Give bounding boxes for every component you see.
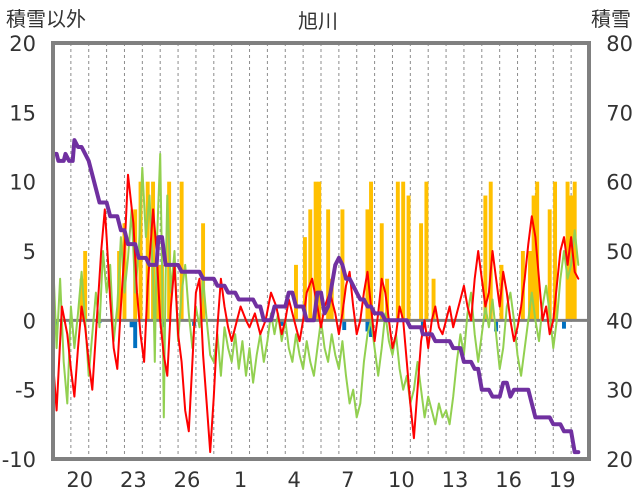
sunshine-bar: [419, 223, 424, 321]
sunshine-bar: [431, 278, 436, 321]
sunshine-bar: [79, 278, 84, 321]
left-y-tick-label: 10: [9, 171, 36, 195]
precip-bar: [342, 320, 347, 331]
sunshine-bar: [145, 181, 150, 321]
sunshine-bar: [531, 195, 536, 321]
sunshine-bar: [294, 264, 298, 321]
x-tick-label: 1: [234, 468, 247, 492]
x-tick-label: 26: [174, 468, 201, 492]
sunshine-bar: [488, 181, 493, 321]
sunshine-bar: [83, 251, 88, 321]
sunshine-bar: [151, 181, 156, 321]
right-y-tick-labels: 20 30 40 50 60 70 80: [606, 32, 633, 472]
precip-bar: [133, 320, 138, 349]
left-y-tick-label: 20: [9, 32, 36, 56]
sunshine-bar: [379, 223, 384, 321]
right-y-tick-label: 50: [606, 240, 633, 264]
right-y-tick-label: 40: [606, 309, 633, 333]
precip-bar: [365, 320, 370, 332]
sunshine-bar: [308, 209, 313, 321]
sunshine-bar: [553, 181, 558, 321]
sunshine-bar: [365, 209, 370, 321]
precip-bar: [279, 320, 284, 326]
sunshine-bar: [313, 181, 318, 321]
plot-frame: [51, 41, 591, 461]
x-tick-label: 10: [388, 468, 415, 492]
right-y-tick-label: 60: [606, 171, 633, 195]
precip-bar: [161, 320, 166, 328]
sunshine-bar: [401, 181, 406, 321]
snow-depth-line: [51, 138, 581, 455]
x-tick-label: 13: [442, 468, 469, 492]
sunshine-bar: [138, 181, 143, 321]
left-y-tick-labels: -10 -5 0 5 10 15 20: [2, 32, 36, 472]
left-y-tick-label: 15: [9, 101, 36, 125]
sunshine-bar: [326, 209, 331, 321]
left-y-tick-label: 0: [23, 309, 36, 333]
sunshine-bar: [528, 251, 533, 321]
green-series-line: [52, 152, 580, 426]
sunshine-bar: [572, 181, 577, 321]
right-y-tick-label: 70: [606, 101, 633, 125]
series-lines: [51, 138, 581, 455]
sunshine-bar: [424, 181, 429, 321]
x-tick-label: 16: [495, 468, 522, 492]
sunshine-bar: [395, 181, 400, 321]
left-y-tick-label: -5: [15, 379, 36, 403]
right-y-tick-label: 80: [606, 32, 633, 56]
x-tick-label: 7: [341, 468, 354, 492]
precip-bar: [129, 320, 134, 328]
sunshine-bar: [179, 181, 184, 321]
sunshine-bar: [406, 195, 411, 321]
sunshine-bar: [201, 223, 206, 321]
left-axis-label: 積雪以外: [6, 7, 86, 31]
left-y-tick-label: 5: [23, 240, 36, 264]
x-tick-label: 23: [120, 468, 147, 492]
precip-bar: [420, 320, 425, 326]
sunshine-bar: [302, 237, 307, 321]
x-tick-label: 19: [549, 468, 576, 492]
chart-title: 旭川: [298, 9, 338, 33]
precip-bar: [562, 320, 566, 329]
x-tick-labels: 20 23 26 1 4 7 10 13 16 19: [66, 468, 575, 492]
left-y-tick-label: -10: [2, 448, 36, 472]
right-y-tick-label: 20: [606, 448, 633, 472]
sunshine-bar: [483, 195, 488, 321]
sunshine-bar: [565, 181, 570, 321]
sunshine-bar: [122, 223, 127, 321]
right-axis-label: 積雪: [591, 7, 631, 31]
x-tick-label: 20: [66, 468, 93, 492]
precip-bar: [369, 320, 373, 337]
sunshine-bar: [317, 181, 322, 321]
sunshine-bar: [369, 181, 373, 321]
sunshine-bar: [547, 209, 552, 321]
right-y-tick-label: 30: [606, 379, 633, 403]
x-tick-label: 4: [288, 468, 301, 492]
